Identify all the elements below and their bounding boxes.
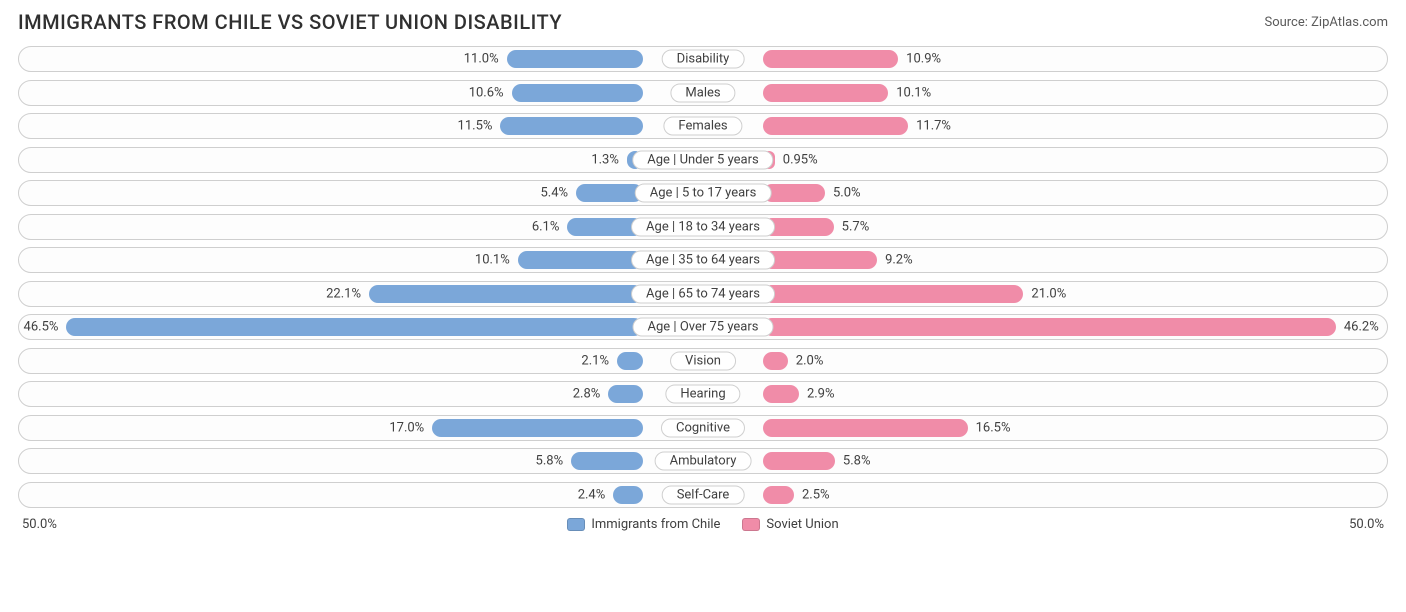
- row-left-value: 6.1%: [532, 219, 560, 234]
- bar-right: [763, 318, 1336, 336]
- right-axis-max: 50.0%: [1349, 517, 1384, 532]
- chart-row: Hearing 2.8% 2.9%: [18, 381, 1388, 407]
- legend-item-right: Soviet Union: [742, 517, 838, 532]
- bar-right: [763, 184, 825, 202]
- chart-row: Age | Over 75 years 46.5% 46.2%: [18, 314, 1388, 340]
- legend-swatch-left: [567, 518, 585, 531]
- bar-left: [617, 352, 643, 370]
- row-right-value: 10.1%: [896, 85, 931, 100]
- row-right-value: 11.7%: [916, 119, 951, 134]
- row-category-label: Age | 5 to 17 years: [635, 184, 772, 203]
- source-attribution: Source: ZipAtlas.com: [1264, 15, 1388, 30]
- row-right-value: 9.2%: [885, 253, 913, 268]
- bar-left: [512, 84, 643, 102]
- chart-row: Age | 65 to 74 years 22.1% 21.0%: [18, 281, 1388, 307]
- row-category-label: Cognitive: [661, 418, 745, 437]
- row-right-value: 2.5%: [802, 487, 830, 502]
- row-category-label: Hearing: [665, 385, 740, 404]
- chart-row: Cognitive 17.0% 16.5%: [18, 415, 1388, 441]
- row-left-value: 2.8%: [573, 387, 601, 402]
- bar-right: [763, 419, 968, 437]
- chart-footer: 50.0% Immigrants from Chile Soviet Union…: [0, 515, 1406, 532]
- bar-left: [432, 419, 643, 437]
- row-left-value: 1.3%: [591, 152, 619, 167]
- bar-right: [763, 50, 898, 68]
- row-left-value: 22.1%: [326, 286, 361, 301]
- row-right-value: 10.9%: [906, 52, 941, 67]
- bar-left: [66, 318, 643, 336]
- row-left-value: 17.0%: [389, 420, 424, 435]
- legend-item-left: Immigrants from Chile: [567, 517, 720, 532]
- chart-row: Self-Care 2.4% 2.5%: [18, 482, 1388, 508]
- chart-row: Disability 11.0% 10.9%: [18, 46, 1388, 72]
- bar-right: [763, 352, 788, 370]
- diverging-bar-chart: Disability 11.0% 10.9% Males 10.6% 10.1% Femal…: [0, 40, 1406, 508]
- bar-left: [507, 50, 643, 68]
- bar-right: [763, 117, 908, 135]
- bar-left: [608, 385, 643, 403]
- legend-swatch-right: [742, 518, 760, 531]
- row-right-value: 16.5%: [976, 420, 1011, 435]
- row-category-label: Males: [670, 83, 735, 102]
- chart-row: Males 10.6% 10.1%: [18, 80, 1388, 106]
- chart-row: Age | Under 5 years 1.3% 0.95%: [18, 147, 1388, 173]
- row-category-label: Females: [663, 117, 742, 136]
- legend-label-right: Soviet Union: [766, 517, 838, 532]
- row-right-value: 5.0%: [833, 186, 861, 201]
- row-category-label: Disability: [662, 50, 745, 69]
- header: IMMIGRANTS FROM CHILE VS SOVIET UNION DI…: [0, 0, 1406, 40]
- chart-row: Age | 18 to 34 years 6.1% 5.7%: [18, 214, 1388, 240]
- row-left-value: 11.5%: [458, 119, 493, 134]
- chart-row: Age | 5 to 17 years 5.4% 5.0%: [18, 180, 1388, 206]
- chart-row: Ambulatory 5.8% 5.8%: [18, 448, 1388, 474]
- row-right-value: 2.9%: [807, 387, 835, 402]
- row-category-label: Age | Under 5 years: [632, 150, 773, 169]
- row-left-value: 46.5%: [24, 320, 59, 335]
- row-left-value: 5.8%: [536, 454, 564, 469]
- bar-right: [763, 385, 799, 403]
- row-right-value: 46.2%: [1344, 320, 1379, 335]
- bar-left: [571, 452, 643, 470]
- row-category-label: Self-Care: [662, 485, 745, 504]
- bar-left: [518, 251, 643, 269]
- legend: Immigrants from Chile Soviet Union: [567, 517, 838, 532]
- bar-right: [763, 285, 1023, 303]
- row-category-label: Age | 65 to 74 years: [631, 284, 775, 303]
- row-right-value: 2.0%: [796, 353, 824, 368]
- row-left-value: 11.0%: [464, 52, 499, 67]
- row-category-label: Vision: [670, 351, 736, 370]
- row-left-value: 2.1%: [581, 353, 609, 368]
- bar-left: [613, 486, 643, 504]
- row-right-value: 21.0%: [1031, 286, 1066, 301]
- row-category-label: Age | Over 75 years: [633, 318, 774, 337]
- row-right-value: 0.95%: [783, 152, 818, 167]
- left-axis-max: 50.0%: [22, 517, 57, 532]
- bar-left: [576, 184, 643, 202]
- bar-right: [763, 84, 888, 102]
- chart-row: Females 11.5% 11.7%: [18, 113, 1388, 139]
- chart-row: Age | 35 to 64 years 10.1% 9.2%: [18, 247, 1388, 273]
- row-category-label: Age | 18 to 34 years: [631, 217, 775, 236]
- row-left-value: 10.1%: [475, 253, 510, 268]
- row-category-label: Ambulatory: [655, 452, 752, 471]
- bar-left: [369, 285, 643, 303]
- row-right-value: 5.7%: [842, 219, 870, 234]
- chart-row: Vision 2.1% 2.0%: [18, 348, 1388, 374]
- row-right-value: 5.8%: [843, 454, 871, 469]
- page-title: IMMIGRANTS FROM CHILE VS SOVIET UNION DI…: [18, 10, 562, 34]
- bar-right: [763, 251, 877, 269]
- row-left-value: 2.4%: [578, 487, 606, 502]
- row-category-label: Age | 35 to 64 years: [631, 251, 775, 270]
- bar-left: [500, 117, 643, 135]
- row-left-value: 5.4%: [540, 186, 568, 201]
- row-left-value: 10.6%: [469, 85, 504, 100]
- bar-right: [763, 452, 835, 470]
- bar-right: [763, 486, 794, 504]
- legend-label-left: Immigrants from Chile: [591, 517, 720, 532]
